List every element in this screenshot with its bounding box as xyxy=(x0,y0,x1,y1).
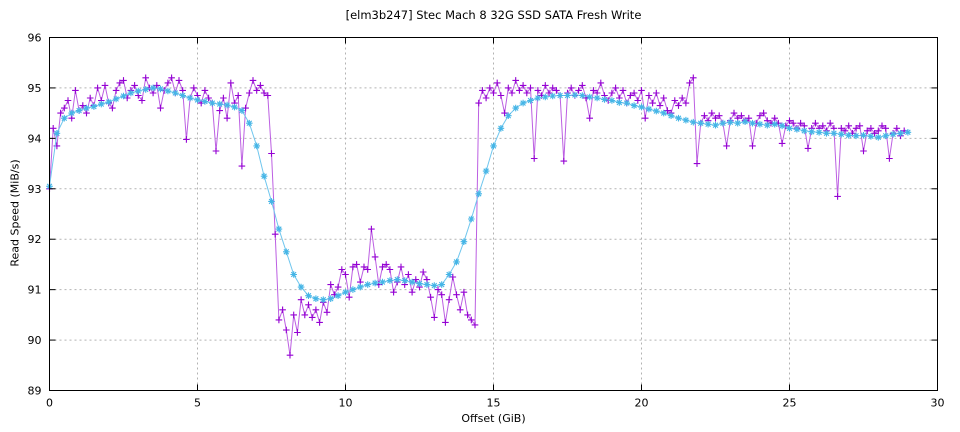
y-tick-label: 91 xyxy=(28,284,42,297)
y-axis-label: Read Speed (MiB/s) xyxy=(8,159,22,267)
y-tick-label: 89 xyxy=(28,385,42,398)
y-tick-label: 94 xyxy=(28,132,42,145)
x-axis-label: Offset (GiB) xyxy=(461,412,526,425)
x-tick-label: 5 xyxy=(194,397,201,410)
raw-read-speed-line xyxy=(49,75,905,356)
x-tick-label: 0 xyxy=(46,397,53,410)
x-tick-label: 25 xyxy=(783,397,797,410)
y-tick-label: 96 xyxy=(28,32,42,45)
x-tick-label: 15 xyxy=(487,397,501,410)
y-tick-label: 92 xyxy=(28,233,42,246)
y-tick-label: 90 xyxy=(28,334,42,347)
x-tick-label: 30 xyxy=(931,397,945,410)
y-tick-label: 93 xyxy=(28,183,42,196)
x-tick-label: 20 xyxy=(635,397,649,410)
x-tick-label: 10 xyxy=(339,397,353,410)
y-tick-label: 95 xyxy=(28,82,42,95)
chart-title: [elm3b247] Stec Mach 8 32G SSD SATA Fres… xyxy=(345,8,642,22)
